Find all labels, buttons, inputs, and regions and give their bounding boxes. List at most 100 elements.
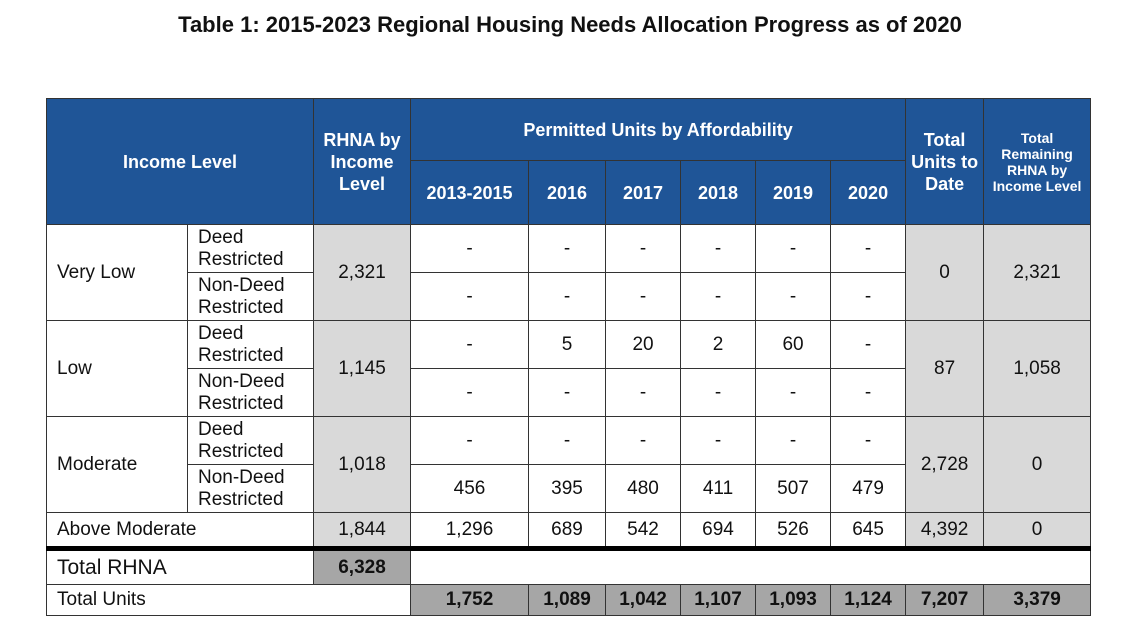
restriction-type: Non-Deed Restricted [186,272,315,321]
permitted-value: - [605,224,682,273]
income-level-label: Very Low [46,224,188,321]
income-level-label: Low [46,320,188,417]
total-units-year-value: 1,752 [410,584,530,616]
restriction-type: Deed Restricted [186,224,315,273]
permitted-value: 507 [755,464,832,513]
permitted-value: 60 [755,320,832,369]
permitted-value: 645 [830,512,907,549]
permitted-value: - [605,272,682,321]
permitted-value: - [410,320,530,369]
header-year-2017: 2017 [605,160,682,225]
permitted-value: - [755,416,832,465]
permitted-value: - [755,272,832,321]
permitted-value: 542 [605,512,682,549]
header-permitted-units: Permitted Units by Affordability [410,98,907,161]
header-total-remaining: Total Remaining RHNA by Income Level [983,98,1092,225]
permitted-value: - [755,224,832,273]
permitted-value: 694 [680,512,757,549]
permitted-value: 456 [410,464,530,513]
table-title: Table 1: 2015-2023 Regional Housing Need… [178,12,962,37]
table-row: Very Low Deed Restricted 2,321- - - - - -0 2,321 [46,224,1092,321]
total-units-year-value: 1,107 [680,584,757,616]
header-total-units: Total Units to Date [905,98,985,225]
permitted-value: 5 [528,320,607,369]
restriction-type: Non-Deed Restricted [186,464,315,513]
permitted-value: 689 [528,512,607,549]
total-units-year-value: 1,124 [830,584,907,616]
permitted-value: - [410,224,530,273]
header-year-2020: 2020 [830,160,907,225]
permitted-value: - [605,368,682,417]
total-units-value: 87 [905,320,985,417]
total-units-value: 0 [905,224,985,321]
table-row: Non-Deed Restricted - - - - - - [47,368,1091,417]
permitted-value: 479 [830,464,907,513]
header-rhna-by-income: RHNA by Income Level [313,98,412,225]
permitted-value: - [528,368,607,417]
permitted-value: - [830,416,907,465]
total-rhna-value: 6,328 [313,546,412,585]
table-row: Moderate Deed Restricted 1,018- - - - - -2,728 0 [46,416,1092,513]
remaining-value: 1,058 [983,320,1092,417]
total-units-overall: 7,207 [905,584,985,616]
header-income-level: Income Level [45,98,315,225]
permitted-value: 2 [680,320,757,369]
rhna-value: 1,844 [313,512,412,549]
remaining-value: 0 [983,416,1092,513]
permitted-value: - [830,320,907,369]
remaining-value: 0 [983,512,1092,549]
permitted-value: - [680,368,757,417]
rhna-value: 2,321 [313,224,412,321]
permitted-value: 411 [680,464,757,513]
rhna-value: 1,018 [313,416,412,513]
permitted-value: - [680,416,757,465]
header-year-2013-2015: 2013-2015 [410,160,530,225]
income-level-label: Moderate [46,416,188,513]
remaining-value: 2,321 [983,224,1092,321]
table-row: 2013-2015 2016 2017 2018 2019 2020 [47,160,1091,225]
total-remaining-overall: 3,379 [983,584,1092,616]
permitted-value: - [528,272,607,321]
permitted-value: - [680,272,757,321]
rhna-progress-table: Income Level RHNA by Income Level Permitte… [45,98,1092,616]
permitted-value: 480 [605,464,682,513]
permitted-value: - [755,368,832,417]
total-units-year-value: 1,089 [528,584,607,616]
blank-area [410,546,1092,585]
header-year-2018: 2018 [680,160,757,225]
permitted-value: - [528,224,607,273]
restriction-type: Non-Deed Restricted [186,368,315,417]
permitted-value: - [410,368,530,417]
header-year-2019: 2019 [755,160,832,225]
total-units-value: 4,392 [905,512,985,549]
table-row: Low Deed Restricted 1,145-5 20 2 60-87 1,058 [46,320,1092,417]
permitted-value: - [830,224,907,273]
restriction-type: Deed Restricted [186,320,315,369]
permitted-value: - [830,272,907,321]
total-units-year-value: 1,093 [755,584,832,616]
total-units-label: Total Units [45,584,412,616]
header-year-2016: 2016 [528,160,607,225]
table-row: Non-Deed Restricted 456 395 480 411 507 479 [47,464,1091,513]
permitted-value: 395 [528,464,607,513]
table-row: Non-Deed Restricted - - - - - - [47,272,1091,321]
permitted-value: - [680,224,757,273]
permitted-value: - [830,368,907,417]
table-row: Total RHNA 6,328 [45,546,1092,585]
rhna-value: 1,145 [313,320,412,417]
permitted-value: - [605,416,682,465]
table-row: Total Units 1,752 1,089 1,042 1,107 1,093 1,12… [45,584,1092,616]
permitted-value: - [410,416,530,465]
total-units-year-value: 1,042 [605,584,682,616]
permitted-value: - [410,272,530,321]
permitted-value: 1,296 [410,512,530,549]
restriction-type: Deed Restricted [186,416,315,465]
total-rhna-label: Total RHNA [45,546,315,585]
permitted-value: 526 [755,512,832,549]
permitted-value: 20 [605,320,682,369]
total-units-value: 2,728 [905,416,985,513]
permitted-value: - [528,416,607,465]
table-row: Above Moderate 1,844 1,296 689 542 694 526 645 4… [45,512,1092,549]
income-level-label: Above Moderate [45,512,315,549]
table-row: Income Level RHNA by Income Level Permitte… [45,98,1092,225]
